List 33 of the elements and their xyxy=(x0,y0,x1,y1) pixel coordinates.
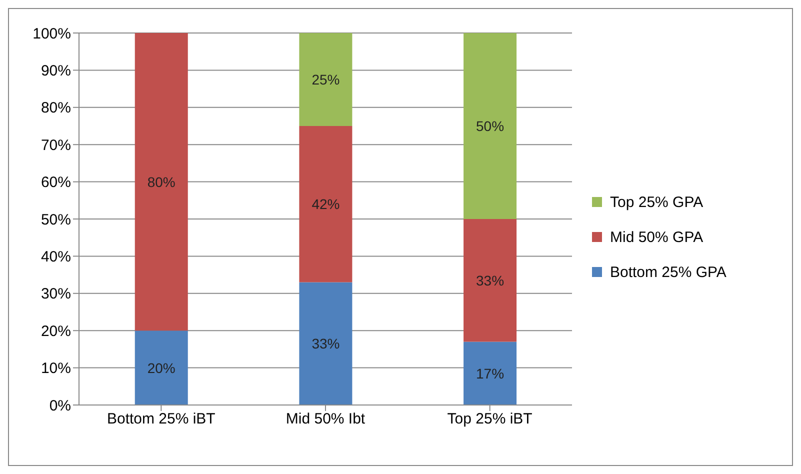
legend-label: Mid 50% GPA xyxy=(610,228,704,246)
legend-label: Top 25% GPA xyxy=(610,194,704,210)
y-tick-label: 30% xyxy=(40,286,71,303)
data-label: 17% xyxy=(476,365,504,382)
y-tick-label: 40% xyxy=(40,248,71,266)
x-tick-label: Top 25% iBT xyxy=(447,410,532,428)
data-label: 33% xyxy=(312,336,340,352)
bar xyxy=(134,33,188,331)
data-label: 25% xyxy=(312,72,340,88)
data-label: 42% xyxy=(312,196,340,212)
x-tick-label: Mid 50% Ibt xyxy=(286,410,366,428)
legend-label: Bottom 25% GPA xyxy=(610,264,726,280)
y-tick-label: 70% xyxy=(40,136,71,154)
data-label: 20% xyxy=(147,360,176,376)
bar xyxy=(464,219,517,342)
data-label: 33% xyxy=(476,272,504,288)
bar xyxy=(464,342,517,405)
bar xyxy=(299,282,352,405)
y-tick-label: 90% xyxy=(40,62,71,80)
y-tick-label: 50% xyxy=(40,211,71,228)
bar xyxy=(299,33,352,126)
y-tick-label: 0% xyxy=(49,397,71,414)
data-label: 80% xyxy=(147,174,176,190)
bar xyxy=(134,330,188,405)
y-tick-label: 80% xyxy=(40,100,71,117)
y-tick-label: 10% xyxy=(40,360,71,378)
bar xyxy=(464,33,517,219)
x-tick-label: Bottom 25% iBT xyxy=(106,410,216,428)
y-tick-label: 60% xyxy=(40,174,71,192)
y-tick-label: 20% xyxy=(40,322,71,340)
data-label: 50% xyxy=(476,118,504,134)
bar xyxy=(299,126,352,282)
y-tick-label: 100% xyxy=(32,25,71,42)
